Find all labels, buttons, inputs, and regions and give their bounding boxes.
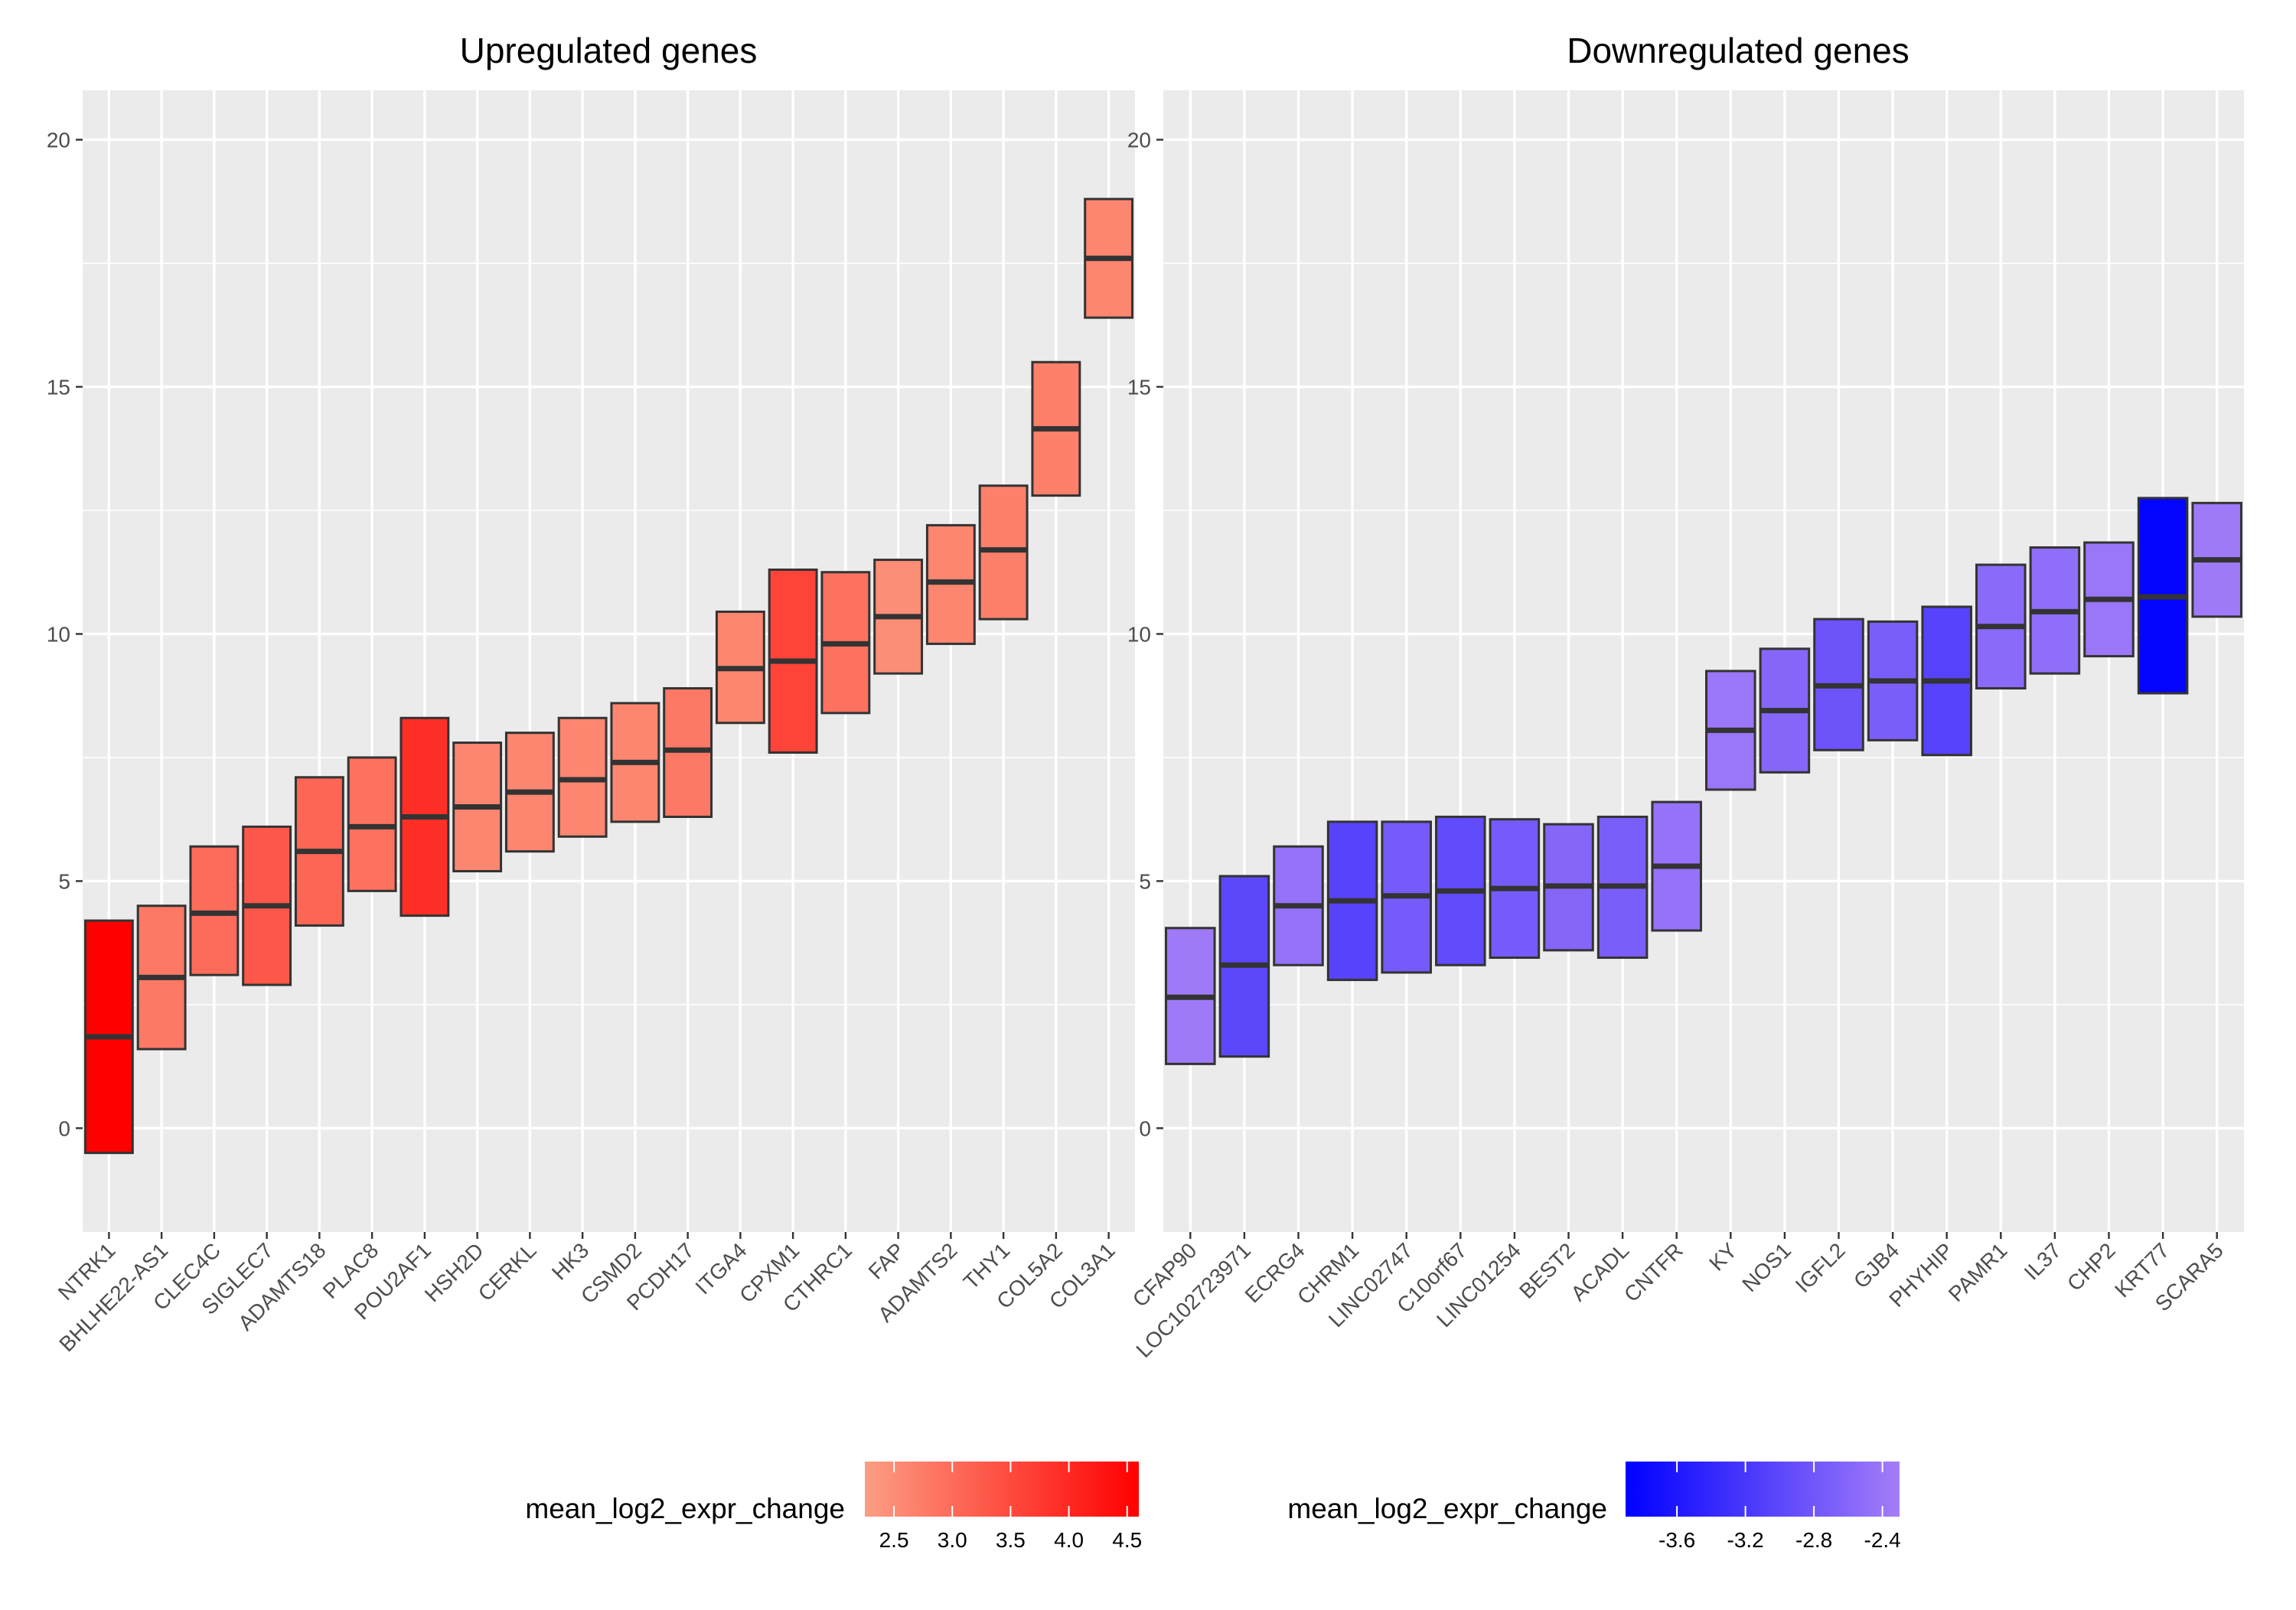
legend-tick-label: 4.5	[1112, 1528, 1142, 1552]
y-tick-label: 0	[1139, 1116, 1151, 1140]
panel-title: Upregulated genes	[460, 31, 758, 70]
panel-background	[83, 90, 1135, 1232]
y-tick-label: 20	[47, 129, 70, 152]
y-tick-label: 0	[58, 1116, 70, 1140]
y-tick-label: 20	[1127, 129, 1151, 152]
legend-tick-label: 3.0	[938, 1528, 967, 1552]
y-tick-label: 5	[1139, 869, 1151, 893]
y-tick-label: 10	[1127, 622, 1151, 646]
legend-tick-label: 3.5	[996, 1528, 1026, 1552]
panel-title: Downregulated genes	[1567, 31, 1910, 70]
legend-title: mean_log2_expr_change	[525, 1493, 845, 1524]
legend-tick-label: 2.5	[879, 1528, 909, 1552]
panel-downregulated: 05101520CFAP90LOC102723971ECRG4CHRM1LINC…	[1127, 31, 2244, 1552]
y-tick-label: 5	[58, 869, 70, 893]
legend-tick-label: -3.6	[1658, 1528, 1695, 1552]
legend-tick-label: -2.8	[1795, 1528, 1832, 1552]
y-tick-label: 15	[47, 376, 70, 399]
y-tick-label: 15	[1127, 376, 1151, 399]
legend-colorbar	[1626, 1462, 1900, 1517]
legend-tick-label: 4.0	[1054, 1528, 1084, 1552]
legend-tick-label: -3.2	[1727, 1528, 1764, 1552]
legend-colorbar	[865, 1462, 1139, 1517]
legend: mean_log2_expr_change -3.6 -3.2 -2.8 -2.4	[1287, 1462, 1901, 1552]
legend-tick-label: -2.4	[1864, 1528, 1901, 1552]
legend-title: mean_log2_expr_change	[1287, 1493, 1607, 1524]
y-tick-label: 10	[47, 622, 70, 646]
legend: mean_log2_expr_change 2.5 3.0 3.5 4.0 4.5	[525, 1462, 1142, 1552]
panel-background	[1163, 90, 2244, 1232]
